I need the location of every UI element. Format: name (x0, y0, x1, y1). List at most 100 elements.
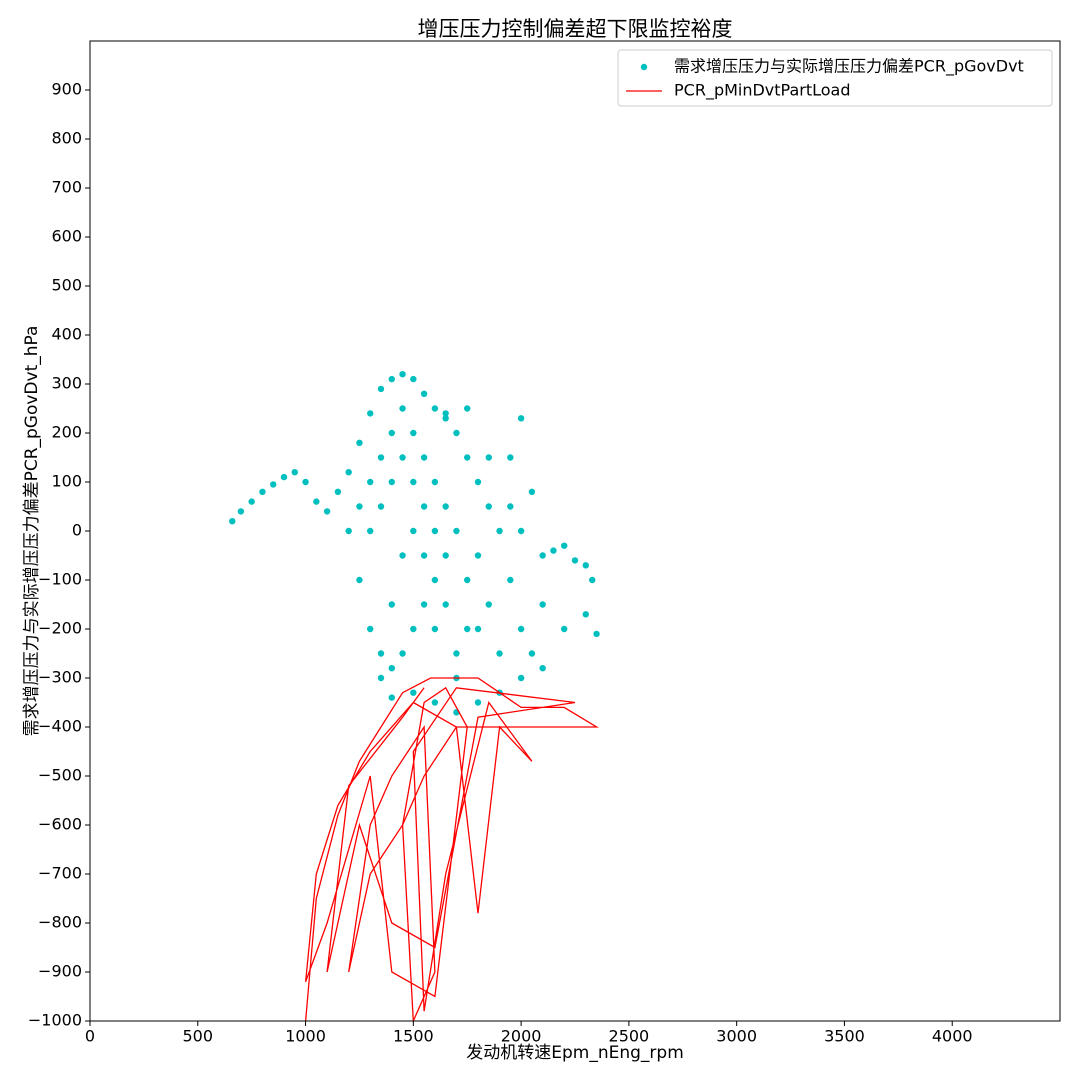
scatter-point (367, 527, 374, 535)
x-tick-label: 3000 (716, 1027, 757, 1046)
x-tick-label: 500 (183, 1027, 214, 1046)
scatter-point (399, 552, 406, 559)
y-tick-label: −900 (38, 962, 82, 981)
x-tick-label: 1500 (393, 1027, 434, 1046)
scatter-point (507, 576, 514, 584)
x-tick-label: 3500 (824, 1027, 865, 1046)
scatter-point (539, 601, 546, 608)
scatter-point (453, 429, 460, 437)
y-tick-label: −700 (38, 864, 82, 883)
scatter-point (302, 478, 309, 486)
scatter-point (420, 454, 428, 461)
y-tick-label: 200 (51, 423, 82, 442)
y-tick-label: −1000 (28, 1011, 82, 1030)
scatter-point (539, 665, 546, 672)
scatter-point (507, 503, 514, 510)
scatter-point (431, 576, 439, 584)
scatter-point (517, 527, 525, 535)
x-tick-label: 4000 (932, 1027, 973, 1046)
scatter-point (442, 552, 449, 559)
y-tick-label: −100 (38, 570, 82, 589)
scatter-point (410, 527, 417, 535)
scatter-point (561, 542, 568, 549)
scatter-point (410, 625, 417, 633)
scatter-point (377, 674, 385, 682)
scatter-point (431, 625, 439, 633)
scatter-point (517, 625, 525, 633)
y-tick-label: −200 (38, 619, 82, 638)
scatter-point (388, 665, 395, 672)
scatter-point (399, 405, 406, 412)
scatter-point (410, 429, 417, 437)
scatter-point (464, 625, 471, 633)
scatter-point (496, 650, 503, 657)
legend-label: PCR_pMinDvtPartLoad (674, 81, 851, 101)
chart-title: 增压压力控制偏差超下限监控裕度 (418, 17, 733, 41)
legend: 需求增压压力与实际增压压力偏差PCR_pGovDvt PCR_pMinDvtPar… (617, 49, 1053, 107)
y-tick-label: 0 (72, 521, 82, 540)
x-tick-label: 0 (85, 1027, 95, 1046)
scatter-point (291, 469, 298, 476)
scatter-point (229, 518, 236, 525)
scatter-point (410, 478, 417, 486)
scatter-point (388, 694, 395, 701)
scatter-point (593, 630, 600, 638)
scatter-point (528, 650, 536, 657)
scatter-point (528, 488, 536, 495)
scatter-point (496, 527, 503, 535)
scatter-point (399, 371, 406, 378)
x-tick-label: 1000 (285, 1027, 326, 1046)
y-tick-label: 400 (51, 325, 82, 344)
y-tick-label: −300 (38, 668, 82, 687)
scatter-point (377, 385, 385, 393)
legend-label: 需求增压压力与实际增压压力偏差PCR_pGovDvt (674, 57, 1024, 77)
scatter-point (377, 503, 385, 510)
y-tick-label: −400 (38, 717, 82, 736)
scatter-point (561, 625, 568, 633)
scatter-point (345, 469, 352, 476)
scatter-point (474, 552, 482, 559)
y-tick-label: 700 (51, 178, 82, 197)
scatter-point (431, 699, 439, 706)
y-tick-label: −600 (38, 815, 82, 834)
x-tick-label: 2000 (501, 1027, 542, 1046)
scatter-point (474, 699, 482, 706)
scatter-point (280, 473, 288, 481)
scatter-point (356, 503, 363, 510)
scatter-point (485, 601, 492, 608)
plot-area (229, 371, 600, 1021)
scatter-point (388, 478, 395, 486)
scatter-point (388, 601, 395, 608)
scatter-point (410, 689, 417, 696)
scatter-point (464, 454, 471, 461)
y-tick-label: 600 (51, 227, 82, 246)
scatter-point (388, 375, 395, 383)
scatter-point (539, 552, 546, 559)
scatter-point (571, 557, 579, 564)
scatter-point (431, 527, 439, 535)
scatter-point (410, 375, 417, 383)
scatter-point (442, 410, 449, 417)
scatter-point (356, 439, 363, 446)
scatter-point (507, 454, 514, 461)
scatter-point (323, 508, 331, 515)
scatter-point (399, 650, 406, 657)
scatter-point (345, 527, 352, 535)
scatter-point (453, 527, 460, 535)
scatter-point (420, 390, 428, 397)
legend-box (617, 49, 1053, 107)
scatter-point (313, 498, 320, 505)
scatter-point (356, 576, 363, 584)
scatter-point (270, 481, 277, 488)
y-tick-label: −500 (38, 766, 82, 785)
scatter-point (442, 503, 449, 510)
scatter-point (420, 552, 428, 559)
y-tick-label: 100 (51, 472, 82, 491)
scatter-point (582, 562, 589, 569)
scatter-point (589, 576, 596, 584)
scatter-point (377, 454, 385, 461)
scatter-point (582, 611, 589, 618)
scatter-point (485, 503, 492, 510)
scatter-point (399, 454, 406, 461)
